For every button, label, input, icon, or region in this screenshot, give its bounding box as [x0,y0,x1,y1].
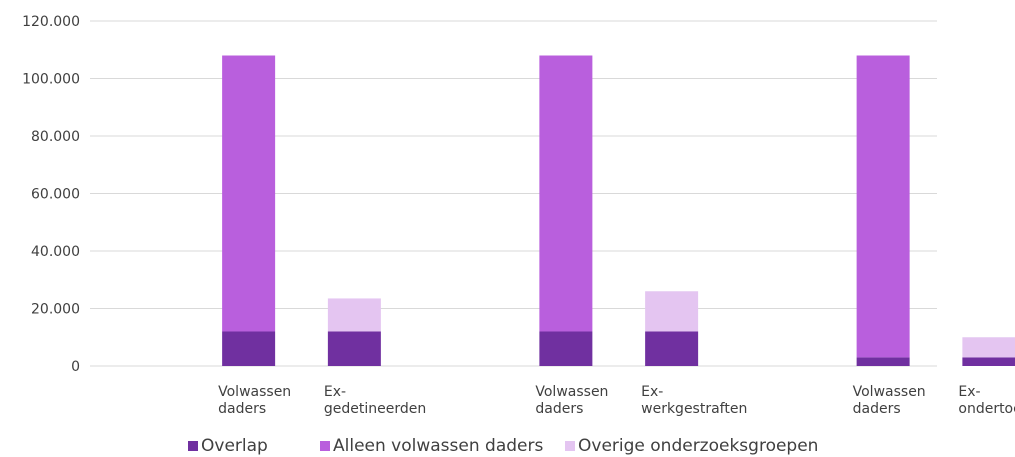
legend-item: Overlap [188,436,268,456]
category-label: Ex-gedetineerden [324,384,426,417]
y-tick-label: 100.000 [22,72,80,88]
category-label-line: werkgestraften [641,401,747,417]
category-label: Ex-werkgestraften [641,384,747,417]
category-label-line: daders [218,401,266,417]
bar-segment [962,357,1015,366]
legend-swatch [188,441,198,451]
legend-item: Overige onderzoeksgroepen [565,436,818,456]
legend: Overlap Alleen volwassen daders Overige on… [188,436,818,456]
category-label-line: Volwassen [535,384,608,400]
category-label-line: daders [535,401,583,417]
y-tick-label: 80.000 [31,129,80,145]
y-axis-tick-labels: 0 20.000 40.000 60.000 80.000 100.000 120.000 [22,14,80,375]
y-tick-label: 40.000 [31,244,80,260]
legend-swatch [320,441,330,451]
bar-segment [856,55,910,358]
category-label-line: Ex- [641,384,663,400]
y-tick-label: 60.000 [31,187,80,203]
category-label-line: Ex- [324,384,346,400]
y-tick-label: 0 [71,359,80,375]
y-tick-label: 20.000 [31,302,80,318]
bar-segment [645,291,699,332]
legend-item: Alleen volwassen daders [320,436,543,456]
bar-segment [962,337,1015,358]
y-tick-label: 120.000 [22,14,80,30]
category-label-line: gedetineerden [324,401,426,417]
category-label-line: Volwassen [218,384,291,400]
bar-segment [539,55,593,332]
bar-segment [856,357,910,366]
gridlines [90,20,937,367]
bar-segment [539,331,593,366]
category-label-line: ondertoezichtgestelden [958,401,1015,417]
legend-label: Alleen volwassen daders [333,436,543,456]
legend-swatch [565,441,575,451]
category-label-line: Volwassen [853,384,926,400]
category-label-line: daders [853,401,901,417]
bars [222,55,1015,366]
x-axis-category-labels: VolwassendadersEx-gedetineerdenVolwassen… [218,384,1015,417]
bar-segment [222,55,276,332]
bar-segment [327,298,381,332]
bar-segment [222,331,276,366]
category-label-line: Ex- [958,384,980,400]
bar-segment [645,331,699,366]
category-label: Ex-ondertoezichtgestelden [958,384,1015,417]
bar-segment [327,331,381,366]
legend-label: Overlap [201,436,268,456]
legend-label: Overige onderzoeksgroepen [578,436,818,456]
